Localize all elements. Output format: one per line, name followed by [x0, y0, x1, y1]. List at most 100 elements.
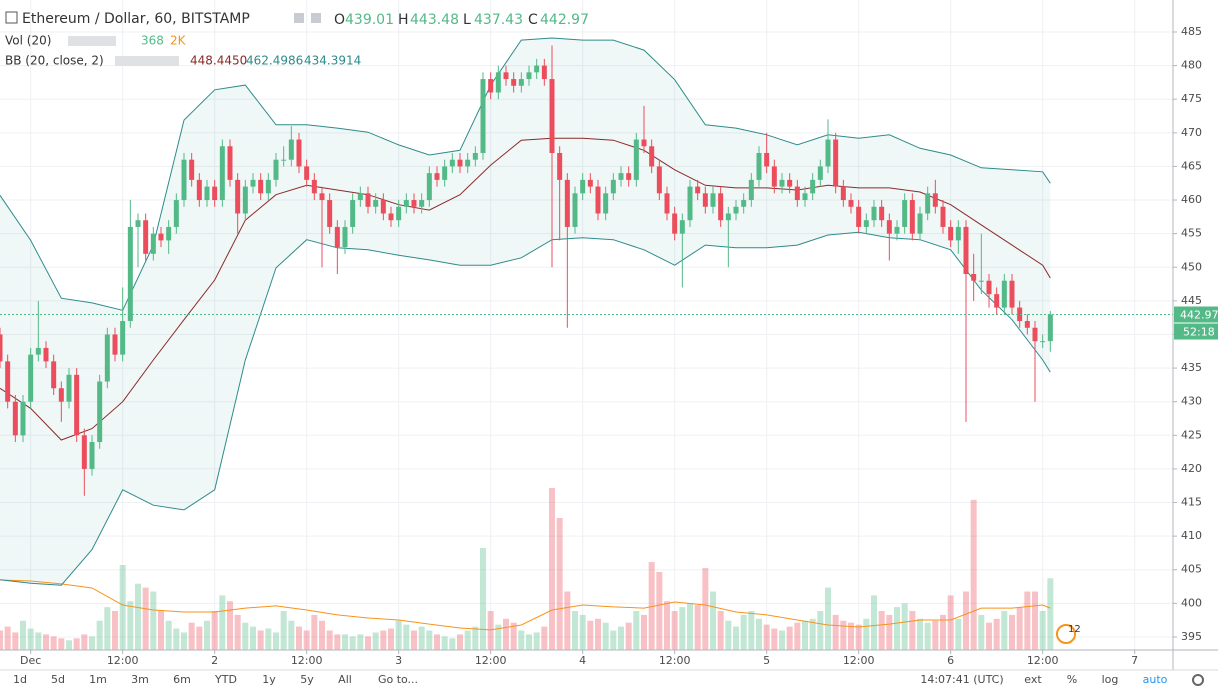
icons[interactable] — [115, 56, 179, 66]
volume-bar — [633, 611, 640, 650]
volume-bar — [242, 622, 249, 650]
y-tick-label: 450 — [1181, 260, 1202, 273]
candle-body — [373, 200, 379, 207]
candle-body — [764, 152, 770, 167]
volume-bar — [579, 614, 586, 650]
candle-body — [166, 226, 172, 241]
volume-bar — [809, 618, 816, 650]
candle-body — [679, 220, 685, 234]
icons[interactable] — [68, 36, 116, 46]
candle-body — [488, 79, 494, 93]
candle-body — [656, 166, 662, 194]
volume-bar — [158, 611, 164, 650]
volume-bar — [403, 624, 410, 650]
candle-body — [181, 159, 187, 201]
volume-bar — [43, 634, 49, 650]
volume-bar — [418, 626, 425, 650]
volume-bar — [970, 499, 977, 650]
candle-body — [212, 186, 218, 201]
volume-bar — [518, 630, 525, 650]
x-tick-label: Dec — [20, 654, 41, 667]
toolbar-button[interactable]: ext — [1024, 673, 1042, 686]
candle-body — [342, 226, 348, 248]
candle-body — [633, 139, 639, 180]
volume-bar — [73, 638, 80, 650]
volume-bar — [480, 548, 486, 650]
candle-body — [135, 220, 141, 227]
volume-bar — [917, 618, 923, 650]
collapse-icon[interactable] — [5, 11, 18, 24]
toolbar-button[interactable]: 5d — [51, 673, 65, 686]
volume-bar — [234, 614, 241, 650]
countdown-label: 52:18 — [1183, 326, 1215, 339]
volume-bar — [27, 628, 34, 650]
volume-bar — [963, 591, 969, 650]
toolbar-button[interactable]: 3m — [131, 673, 149, 686]
toolbar-button[interactable]: % — [1067, 673, 1077, 686]
y-tick-label: 480 — [1181, 59, 1202, 72]
volume-bar — [541, 626, 548, 650]
candle-body — [572, 193, 578, 227]
toolbar-button[interactable]: Go to... — [378, 673, 418, 686]
x-tick-label: 12:00 — [843, 654, 875, 667]
toolbar-button[interactable]: 5y — [300, 673, 314, 686]
toolbar-button[interactable]: 1y — [262, 673, 276, 686]
candle-body — [725, 213, 731, 221]
volume-bar — [1032, 591, 1038, 650]
volume-bar — [687, 603, 693, 650]
event-badge[interactable] — [1056, 624, 1076, 644]
volume-bar — [188, 622, 195, 650]
volume-bar — [549, 487, 555, 650]
volume-bar — [863, 618, 870, 650]
candle-body — [526, 72, 532, 80]
candle-body — [733, 206, 739, 214]
toolbar-button[interactable]: All — [338, 673, 352, 686]
toolbar-button[interactable]: auto — [1143, 673, 1168, 686]
candle-body — [948, 226, 954, 241]
toolbar-button[interactable]: log — [1102, 673, 1119, 686]
candle-body — [610, 179, 616, 194]
volume-bar — [656, 572, 663, 650]
x-tick-label: 3 — [395, 654, 402, 667]
candle-body — [472, 152, 478, 160]
icon[interactable] — [294, 13, 304, 23]
candle-body — [235, 179, 241, 214]
candle-body — [288, 139, 294, 160]
toolbar-button[interactable]: 6m — [173, 673, 191, 686]
candle-body — [971, 273, 977, 281]
volume-bar — [940, 614, 946, 650]
x-tick-label: 6 — [947, 654, 954, 667]
volume-bar — [556, 517, 563, 650]
y-tick-label: 415 — [1181, 496, 1202, 509]
volume-bar — [840, 620, 847, 650]
candle-body — [641, 139, 647, 147]
volume-bar — [595, 618, 601, 650]
y-tick-label: 460 — [1181, 193, 1202, 206]
candle-body — [227, 146, 233, 180]
candle-body — [495, 72, 501, 93]
volume-bar — [533, 632, 540, 650]
settings-icon[interactable] — [1192, 674, 1204, 686]
last-price-box — [1174, 306, 1218, 323]
y-tick-label: 475 — [1181, 92, 1202, 105]
icon[interactable] — [311, 13, 321, 23]
y-tick-label: 425 — [1181, 428, 1202, 441]
candle-body — [120, 321, 126, 355]
toolbar-button[interactable]: 1m — [89, 673, 107, 686]
volume-bar — [142, 587, 149, 650]
volume-bar — [181, 632, 187, 650]
countdown-box — [1174, 323, 1218, 340]
candle-body — [58, 388, 64, 402]
volume-bar — [372, 632, 379, 650]
volume-bar — [947, 595, 954, 650]
volume-bar — [610, 630, 617, 650]
candle-body — [580, 179, 586, 194]
candle-body — [1032, 327, 1038, 342]
candle-body — [794, 186, 800, 201]
bb-upper-line — [0, 37, 1051, 311]
volume-bar — [342, 634, 348, 650]
volume-bar — [503, 618, 509, 650]
toolbar-button[interactable]: 1d — [13, 673, 27, 686]
volume-bar — [763, 624, 770, 650]
toolbar-button[interactable]: YTD — [214, 673, 237, 686]
